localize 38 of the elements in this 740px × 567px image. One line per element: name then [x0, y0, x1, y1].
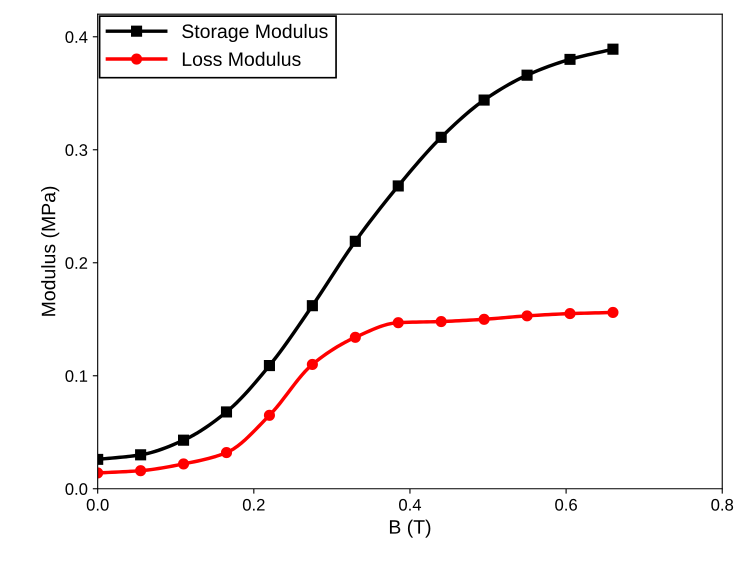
point: [392, 317, 404, 328]
point: [564, 308, 576, 320]
point: [135, 465, 146, 476]
point: [607, 306, 618, 318]
x-tick-label: 0.2: [242, 498, 265, 511]
y-tick-label: 0.4: [65, 31, 88, 43]
point: [522, 310, 533, 322]
point: [220, 447, 232, 458]
point: [564, 54, 576, 65]
x-tick-label: 0.4: [399, 498, 422, 511]
y-tick-label: 0.3: [65, 144, 88, 156]
y-tick-label: 0.2: [65, 257, 88, 269]
point: [607, 44, 618, 55]
y-tick-label: 0.1: [65, 370, 88, 382]
x-axis-title: B (T): [390, 520, 430, 538]
point: [436, 132, 447, 143]
point: [178, 458, 190, 470]
point: [220, 406, 232, 418]
point: [392, 180, 404, 192]
point: [478, 94, 490, 106]
legend-label: Loss Modulus: [182, 52, 301, 66]
y-axis-title: Modulus (MPa): [41, 186, 60, 316]
point: [306, 300, 318, 312]
point: [178, 434, 190, 446]
point: [135, 449, 146, 460]
point: [522, 70, 533, 81]
x-tick-label: 0.8: [711, 498, 734, 511]
point: [350, 236, 361, 247]
point: [478, 314, 490, 325]
point: [264, 410, 275, 421]
point: [264, 360, 275, 372]
point: [350, 332, 361, 343]
legend-label: Storage Modulus: [182, 24, 328, 42]
y-tick-label: 0.0: [65, 483, 88, 495]
point: [436, 316, 447, 328]
x-tick-label: 0.6: [555, 498, 577, 511]
x-tick-label: 0.0: [86, 498, 109, 511]
point: [306, 358, 318, 370]
